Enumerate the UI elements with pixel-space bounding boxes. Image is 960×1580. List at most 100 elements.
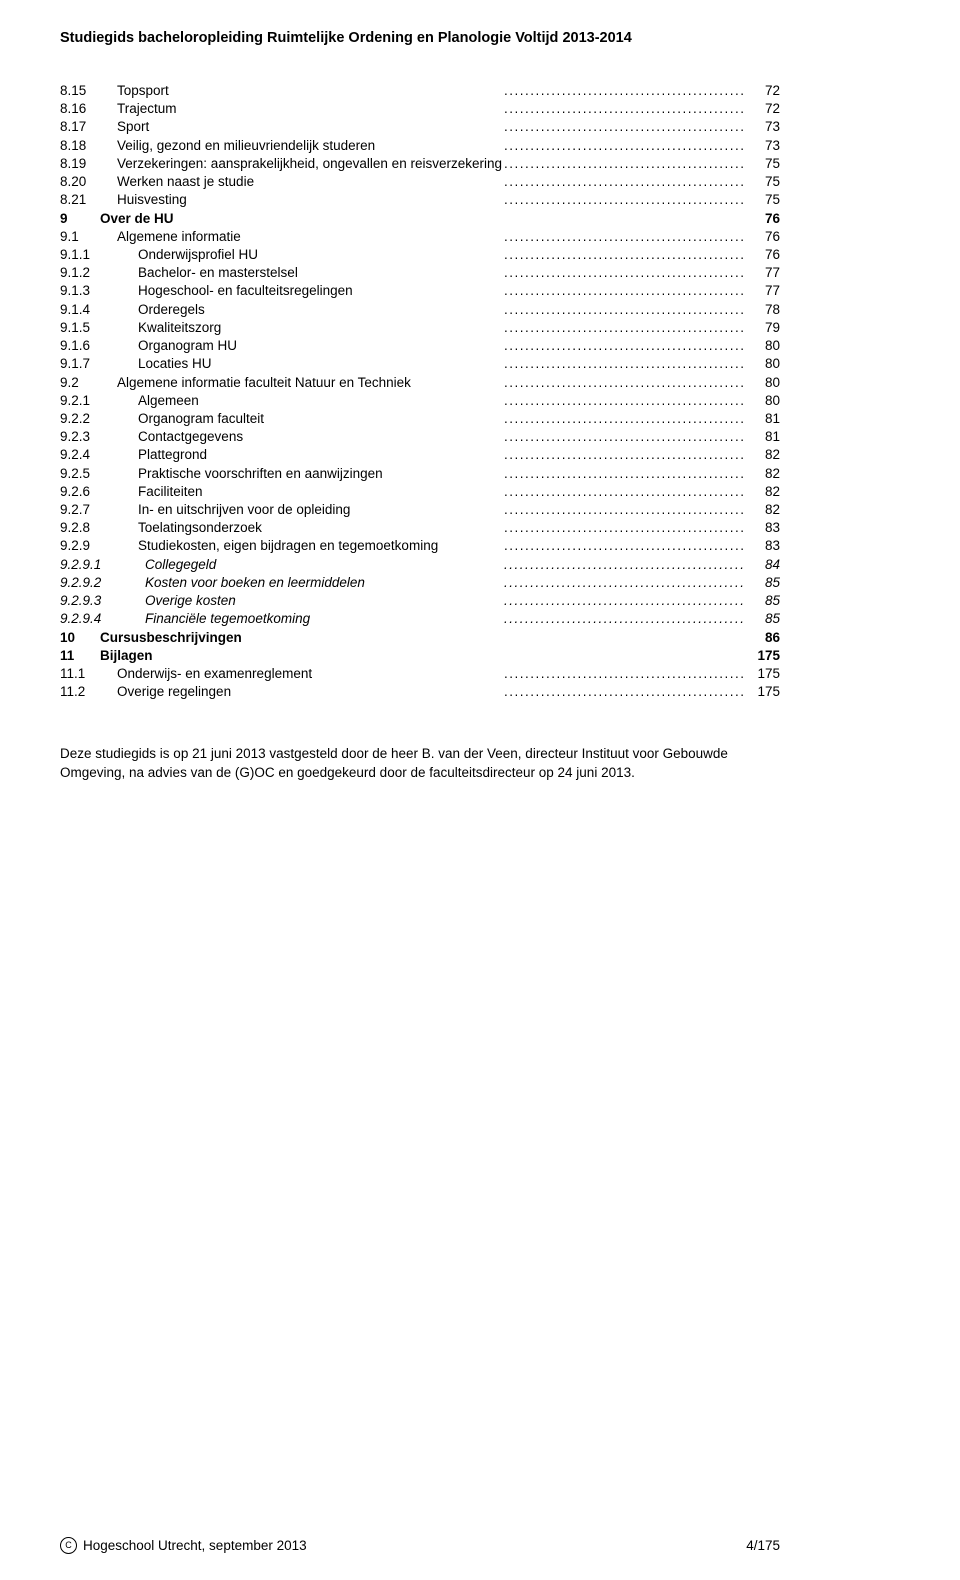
toc-entry-number: 9.2.9.4 bbox=[60, 610, 145, 628]
toc-leader bbox=[504, 282, 746, 300]
toc-row: 9.2.4Plattegrond 82 bbox=[60, 446, 780, 464]
toc-entry-number: 10 bbox=[60, 629, 100, 647]
toc-entry-number: 9.2.7 bbox=[60, 501, 138, 519]
toc-row: 9.1.2Bachelor- en masterstelsel 77 bbox=[60, 264, 780, 282]
toc-entry-title: Over de HU bbox=[100, 211, 174, 226]
toc-entry-label: 9.1Algemene informatie bbox=[60, 228, 504, 246]
toc-row: 9.2Algemene informatie faculteit Natuur … bbox=[60, 374, 780, 392]
toc-entry-label: 9Over de HU bbox=[60, 210, 504, 228]
toc-entry-number: 8.18 bbox=[60, 137, 117, 155]
toc-entry-number: 9.2.6 bbox=[60, 483, 138, 501]
toc-entry-number: 8.21 bbox=[60, 191, 117, 209]
toc-entry-label: 11Bijlagen bbox=[60, 647, 504, 665]
toc-entry-label: 9.2.4Plattegrond bbox=[60, 446, 504, 464]
toc-entry-title: Financiële tegemoetkoming bbox=[145, 611, 310, 626]
toc-entry-number: 9.2.2 bbox=[60, 410, 138, 428]
page-footer: C Hogeschool Utrecht, september 2013 4/1… bbox=[60, 1537, 780, 1554]
toc-row: 9.2.9Studiekosten, eigen bijdragen en te… bbox=[60, 537, 780, 555]
toc-leader bbox=[504, 647, 746, 665]
toc-row: 8.18Veilig, gezond en milieuvriendelijk … bbox=[60, 137, 780, 155]
toc-row: 9.1.3Hogeschool- en faculteitsregelingen… bbox=[60, 282, 780, 300]
toc-entry-label: 9.2.7In- en uitschrijven voor de opleidi… bbox=[60, 501, 504, 519]
toc-leader bbox=[504, 264, 746, 282]
toc-leader bbox=[504, 319, 746, 337]
toc-entry-page: 77 bbox=[746, 264, 780, 282]
toc-entry-title: Trajectum bbox=[117, 101, 177, 116]
toc-entry-page: 75 bbox=[746, 155, 780, 173]
footer-left: C Hogeschool Utrecht, september 2013 bbox=[60, 1537, 307, 1554]
toc-entry-page: 80 bbox=[746, 355, 780, 373]
toc-leader bbox=[504, 210, 746, 228]
page-header-title: Studiegids bacheloropleiding Ruimtelijke… bbox=[60, 30, 780, 46]
toc-leader bbox=[504, 629, 746, 647]
toc-row: 8.16Trajectum 72 bbox=[60, 100, 780, 118]
toc-leader bbox=[504, 392, 746, 410]
toc-entry-page: 75 bbox=[746, 191, 780, 209]
toc-entry-label: 9.2.9Studiekosten, eigen bijdragen en te… bbox=[60, 537, 504, 555]
toc-entry-title: Bachelor- en masterstelsel bbox=[138, 265, 298, 280]
toc-entry-number: 11 bbox=[60, 647, 100, 665]
toc-entry-number: 9.1.2 bbox=[60, 264, 138, 282]
toc-entry-page: 85 bbox=[746, 574, 780, 592]
toc-entry-page: 79 bbox=[746, 319, 780, 337]
toc-row: 11.2Overige regelingen175 bbox=[60, 683, 780, 701]
toc-entry-title: Algemeen bbox=[138, 393, 199, 408]
toc-entry-number: 9.2.9.2 bbox=[60, 574, 145, 592]
toc-leader bbox=[504, 428, 746, 446]
toc-entry-label: 9.1.5Kwaliteitszorg bbox=[60, 319, 504, 337]
toc-entry-title: Bijlagen bbox=[100, 648, 153, 663]
toc-entry-label: 9.1.1Onderwijsprofiel HU bbox=[60, 246, 504, 264]
toc-entry-number: 9.1.3 bbox=[60, 282, 138, 300]
toc-leader bbox=[504, 556, 746, 574]
toc-entry-label: 11.2Overige regelingen bbox=[60, 683, 504, 701]
toc-row: 8.19Verzekeringen: aansprakelijkheid, on… bbox=[60, 155, 780, 173]
toc-entry-number: 8.19 bbox=[60, 155, 117, 173]
toc-entry-title: Topsport bbox=[117, 83, 169, 98]
toc-row: 9.2.9.3Overige kosten85 bbox=[60, 592, 780, 610]
toc-entry-label: 9.1.7Locaties HU bbox=[60, 355, 504, 373]
toc-leader bbox=[504, 592, 746, 610]
toc-leader bbox=[504, 519, 746, 537]
toc-entry-number: 9.1.5 bbox=[60, 319, 138, 337]
toc-entry-page: 72 bbox=[746, 100, 780, 118]
toc-entry-page: 76 bbox=[746, 246, 780, 264]
toc-entry-title: Overige regelingen bbox=[117, 684, 231, 699]
toc-leader bbox=[504, 337, 746, 355]
toc-entry-page: 82 bbox=[746, 446, 780, 464]
toc-row: 9.1.5Kwaliteitszorg 79 bbox=[60, 319, 780, 337]
toc-entry-number: 9 bbox=[60, 210, 100, 228]
toc-entry-title: Organogram HU bbox=[138, 338, 237, 353]
footer-left-text: Hogeschool Utrecht, september 2013 bbox=[83, 1538, 307, 1553]
toc-entry-label: 9.2.5Praktische voorschriften en aanwijz… bbox=[60, 465, 504, 483]
toc-entry-page: 81 bbox=[746, 410, 780, 428]
toc-leader bbox=[504, 137, 746, 155]
toc-row: 9.2.7In- en uitschrijven voor de opleidi… bbox=[60, 501, 780, 519]
toc-entry-label: 9.1.4Orderegels bbox=[60, 301, 504, 319]
toc-entry-number: 9.2.9 bbox=[60, 537, 138, 555]
toc-row: 9.2.2Organogram faculteit81 bbox=[60, 410, 780, 428]
toc-entry-label: 8.16Trajectum bbox=[60, 100, 504, 118]
toc-entry-page: 86 bbox=[746, 629, 780, 647]
toc-entry-number: 9.1.1 bbox=[60, 246, 138, 264]
toc-entry-title: Hogeschool- en faculteitsregelingen bbox=[138, 283, 353, 298]
toc-leader bbox=[504, 574, 746, 592]
toc-entry-title: Plattegrond bbox=[138, 447, 207, 462]
toc-entry-number: 9.2.5 bbox=[60, 465, 138, 483]
toc-entry-label: 9.2.8Toelatingsonderzoek bbox=[60, 519, 504, 537]
toc-entry-title: In- en uitschrijven voor de opleiding bbox=[138, 502, 350, 517]
toc-entry-number: 8.16 bbox=[60, 100, 117, 118]
toc-row: 9.1Algemene informatie76 bbox=[60, 228, 780, 246]
toc-row: 9.2.6Faciliteiten82 bbox=[60, 483, 780, 501]
toc-entry-title: Orderegels bbox=[138, 302, 205, 317]
toc-entry-title: Overige kosten bbox=[145, 593, 236, 608]
toc-entry-title: Kosten voor boeken en leermiddelen bbox=[145, 575, 365, 590]
toc-leader bbox=[504, 446, 746, 464]
toc-entry-label: 9.2.9.3Overige kosten bbox=[60, 592, 504, 610]
toc-entry-page: 82 bbox=[746, 465, 780, 483]
toc-row: 9.2.3Contactgegevens81 bbox=[60, 428, 780, 446]
toc-entry-number: 9.1.4 bbox=[60, 301, 138, 319]
toc-entry-label: 10Cursusbeschrijvingen bbox=[60, 629, 504, 647]
toc-row: 11.1Onderwijs- en examenreglement175 bbox=[60, 665, 780, 683]
toc-entry-page: 84 bbox=[746, 556, 780, 574]
toc-row: 9.1.7Locaties HU 80 bbox=[60, 355, 780, 373]
